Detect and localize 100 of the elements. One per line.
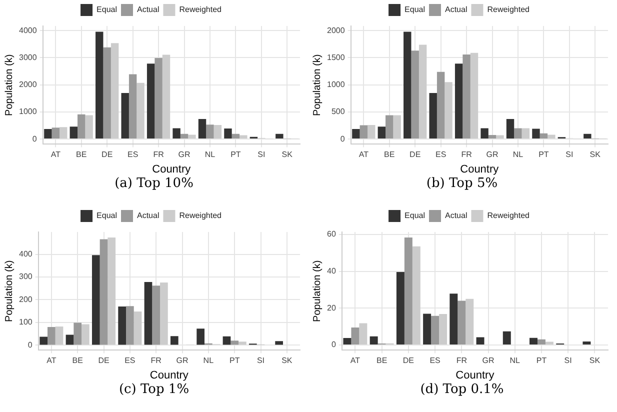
bar	[146, 64, 155, 139]
y-tick-label: 20	[326, 303, 336, 312]
bar	[275, 341, 283, 345]
x-tick-label: FR	[153, 150, 164, 160]
bar	[206, 124, 214, 139]
bar	[506, 118, 514, 139]
bar	[40, 336, 48, 345]
legend-label: Reweighted	[179, 5, 222, 14]
y-axis-title: Population (k)	[4, 54, 15, 116]
bar	[162, 54, 170, 139]
y-tick-label: 0	[331, 340, 336, 350]
bar	[436, 72, 445, 139]
legend-label: Equal	[404, 211, 426, 220]
bar	[540, 133, 548, 139]
x-tick-label: DE	[102, 150, 113, 160]
bar	[230, 340, 239, 345]
bar	[386, 115, 394, 139]
x-tick-label: SI	[566, 150, 574, 160]
bar	[70, 126, 78, 139]
bar	[396, 272, 404, 345]
bar	[78, 114, 86, 139]
x-tick-label: SI	[258, 150, 266, 160]
x-tick-label: DE	[402, 356, 414, 366]
bar	[480, 128, 488, 139]
y-tick-label: 0	[28, 340, 33, 350]
x-tick-label: NL	[203, 356, 214, 366]
bar	[48, 327, 56, 345]
bar	[359, 323, 368, 345]
bar	[462, 54, 470, 139]
legend-label: Reweighted	[487, 5, 530, 14]
legend-label: Equal	[96, 5, 118, 14]
bar	[370, 336, 378, 345]
bar	[431, 316, 440, 345]
bar	[85, 115, 93, 139]
x-tick-label: ES	[435, 150, 446, 160]
x-tick-label: AT	[46, 356, 56, 366]
legend-label: Actual	[444, 211, 468, 220]
bar	[198, 118, 206, 139]
x-tick-label: GR	[486, 150, 498, 160]
x-axis-title: Country	[460, 163, 500, 176]
bar	[74, 322, 82, 345]
bar	[537, 339, 546, 345]
bar	[276, 134, 284, 139]
legend-label: Reweighted	[487, 211, 530, 220]
bar	[172, 128, 180, 139]
x-tick-label: FR	[461, 150, 472, 160]
bar	[411, 50, 419, 139]
y-tick-label: 3000	[19, 52, 38, 62]
x-tick-label: AT	[358, 150, 369, 160]
bar	[180, 134, 188, 139]
x-tick-label: SK	[590, 150, 602, 160]
bar	[55, 326, 64, 345]
y-axis-title: Population (k)	[312, 260, 323, 322]
y-axis-title: Population (k)	[312, 54, 323, 116]
x-tick-label: PT	[229, 356, 240, 366]
x-tick-label: PT	[538, 150, 549, 160]
legend-label: Actual	[136, 211, 160, 220]
bar	[458, 300, 466, 345]
x-tick-label: GR	[482, 356, 494, 366]
x-tick-label: BE	[376, 356, 388, 366]
bar	[343, 338, 352, 345]
bar	[466, 298, 474, 345]
bar	[121, 92, 129, 139]
x-tick-label: AT	[50, 150, 61, 160]
bar	[404, 32, 412, 139]
x-tick-label: BE	[384, 150, 395, 160]
bar	[476, 337, 484, 345]
x-tick-label: SK	[589, 356, 601, 366]
bar	[532, 128, 540, 139]
y-tick-label: 400	[18, 249, 33, 258]
bar	[439, 314, 448, 345]
y-tick-label: 300	[18, 272, 33, 282]
y-tick-label: 4000	[19, 26, 38, 35]
bar	[44, 129, 52, 139]
bar	[496, 135, 504, 139]
bar	[160, 282, 168, 345]
bar	[136, 82, 144, 139]
x-tick-label: FR	[456, 356, 468, 366]
y-tick-label: 0	[340, 134, 346, 144]
bar	[393, 115, 401, 139]
bar	[240, 135, 248, 139]
bar	[444, 82, 452, 139]
x-tick-label: SI	[256, 356, 265, 366]
bar	[522, 128, 530, 139]
x-tick-label: PT	[536, 356, 547, 366]
bar	[66, 334, 74, 345]
legend-label: Equal	[96, 211, 118, 220]
x-tick-label: GR	[176, 356, 188, 366]
x-tick-label: ES	[127, 150, 138, 160]
x-tick-label: DE	[98, 356, 110, 366]
y-tick-label: 200	[18, 294, 33, 304]
bar	[118, 306, 126, 345]
legend-label: Actual	[136, 5, 160, 14]
x-tick-label: ES	[430, 356, 440, 366]
bar	[470, 52, 478, 139]
legend-label: Reweighted	[179, 211, 222, 220]
x-axis-title: Country	[456, 369, 495, 382]
x-tick-label: SK	[282, 150, 294, 160]
legend-label: Equal	[404, 5, 426, 14]
bar	[450, 294, 458, 345]
